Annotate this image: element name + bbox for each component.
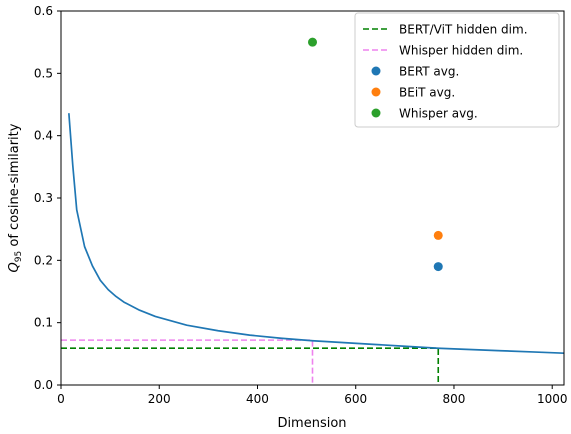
reference-line-bert-vit-hidden-dim xyxy=(61,347,440,385)
point-whisper-avg xyxy=(308,37,317,47)
plot-points-layer xyxy=(308,37,443,272)
y-tick-label: 0.2 xyxy=(34,253,53,267)
reference-line-whisper-hidden-dim xyxy=(61,339,314,385)
y-tick-label: 0.4 xyxy=(34,129,53,143)
legend: BERT/ViT hidden dim. Whisper hidden dim. B… xyxy=(354,12,560,128)
legend-label-whisper-hidden-dim: Whisper hidden dim. xyxy=(399,44,523,58)
legend-swatch-whisper-avg xyxy=(371,108,381,118)
legend-label-whisper-avg: Whisper avg. xyxy=(399,107,478,121)
x-tick-label: 0 xyxy=(57,392,65,406)
x-axis-label: Dimension xyxy=(277,416,346,430)
y-tick-label: 0.0 xyxy=(34,378,53,392)
x-tick-label: 200 xyxy=(148,392,171,406)
y-axis-label: Q95 of cosine-similarity xyxy=(7,123,24,272)
legend-label-beit-avg: BEiT avg. xyxy=(399,86,455,100)
legend-label-bert-avg: BERT avg. xyxy=(399,65,459,79)
y-axis-label-rest: of cosine-similarity xyxy=(7,123,22,251)
legend-label-bert-vit-hidden-dim: BERT/ViT hidden dim. xyxy=(399,23,528,37)
point-beit-avg xyxy=(433,230,443,240)
y-axis-label-sub: 95 xyxy=(14,251,24,262)
legend-box xyxy=(354,12,560,128)
legend-swatch-beit-avg xyxy=(371,87,381,97)
legend-swatch-bert-avg xyxy=(371,66,381,76)
point-bert-avg xyxy=(433,262,443,272)
plot-lines-layer xyxy=(61,113,565,385)
y-tick-label: 0.5 xyxy=(34,66,53,80)
y-tick-label: 0.6 xyxy=(34,4,53,18)
ticks-layer: 0 200 400 600 800 1000 0.0 0.1 0.2 0.3 0.4 0.5 0.6 xyxy=(34,4,568,406)
x-tick-label: 400 xyxy=(246,392,269,406)
x-tick-label: 800 xyxy=(443,392,466,406)
y-tick-label: 0.1 xyxy=(34,316,53,330)
x-tick-label: 600 xyxy=(344,392,367,406)
y-axis-label-q: Q xyxy=(7,262,22,272)
similarity-curve xyxy=(68,113,565,355)
x-tick-label: 1000 xyxy=(537,392,568,406)
y-tick-label: 0.3 xyxy=(34,191,53,205)
